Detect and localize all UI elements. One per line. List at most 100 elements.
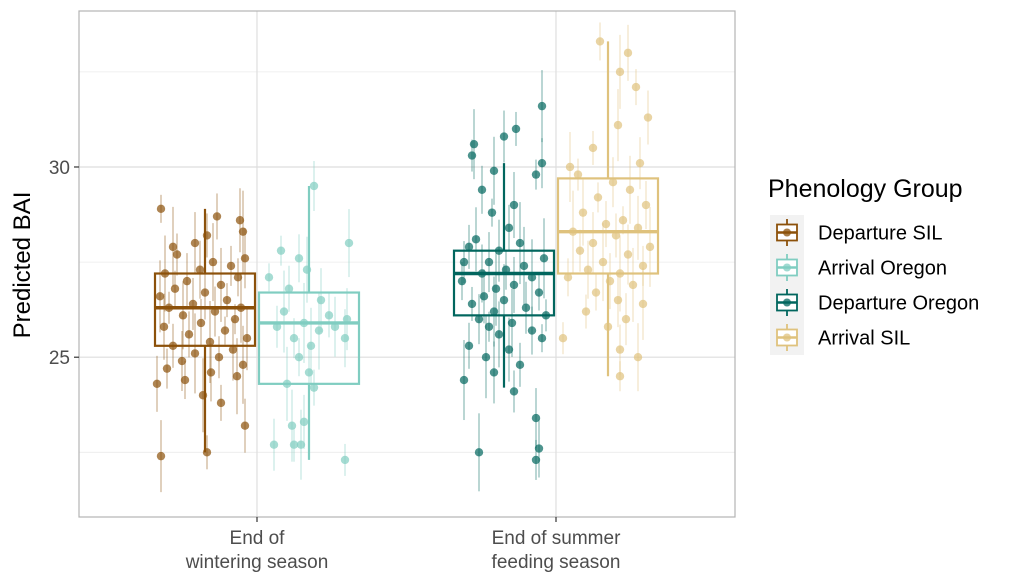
data-point xyxy=(608,178,618,187)
data-point xyxy=(467,151,477,160)
data-point xyxy=(289,440,299,449)
data-point xyxy=(294,353,304,362)
data-point xyxy=(643,113,653,122)
data-point xyxy=(279,307,289,316)
data-point xyxy=(558,333,568,343)
data-point xyxy=(563,273,573,282)
data-point xyxy=(159,322,169,331)
data-point xyxy=(330,322,340,331)
data-point xyxy=(635,158,645,168)
data-point xyxy=(504,345,514,354)
series-points-arrival-sil xyxy=(558,22,655,392)
data-point xyxy=(314,326,324,335)
data-point xyxy=(515,238,525,248)
data-point xyxy=(464,242,474,252)
data-point xyxy=(601,219,611,229)
data-point xyxy=(471,235,481,244)
box-departure-sil xyxy=(153,208,257,453)
grid-lines xyxy=(79,11,735,517)
data-point xyxy=(509,387,519,396)
data-point xyxy=(578,208,588,217)
data-point xyxy=(509,280,519,290)
data-point xyxy=(595,37,605,46)
legend-entry-departure-sil: Departure SIL xyxy=(770,215,943,250)
data-point xyxy=(623,48,633,58)
data-point xyxy=(515,360,525,370)
data-point xyxy=(464,341,474,350)
data-point xyxy=(539,254,549,263)
data-point xyxy=(588,238,598,248)
data-point xyxy=(531,170,541,179)
data-point xyxy=(306,341,316,350)
data-point xyxy=(242,333,252,343)
series-points-departure-sil xyxy=(152,188,252,493)
data-point xyxy=(499,132,509,141)
data-point xyxy=(340,333,350,343)
data-point xyxy=(615,67,625,77)
legend-key-point xyxy=(783,228,791,237)
data-point xyxy=(507,318,517,328)
data-point xyxy=(195,265,205,274)
data-point xyxy=(615,345,625,354)
data-point xyxy=(615,372,625,381)
data-point xyxy=(269,440,279,449)
x-tick-label-line: wintering season xyxy=(185,552,329,573)
data-point xyxy=(491,284,501,293)
data-point xyxy=(272,322,282,331)
data-point xyxy=(316,295,326,305)
data-point xyxy=(633,223,643,233)
data-point xyxy=(504,223,514,233)
data-point xyxy=(212,212,222,221)
data-point xyxy=(613,120,623,130)
series-points-arrival-oregon xyxy=(264,161,354,480)
legend: Phenology Group Departure SIL Arrival Ore… xyxy=(768,175,979,355)
data-point xyxy=(469,139,479,149)
data-point xyxy=(205,337,215,347)
data-point xyxy=(230,314,240,324)
data-point xyxy=(235,216,245,225)
legend-title: Phenology Group xyxy=(768,175,963,203)
data-point xyxy=(264,273,274,282)
data-point xyxy=(467,299,477,309)
data-point xyxy=(344,238,354,248)
data-point xyxy=(534,444,544,453)
axes: 25 30 End of wintering season End of summer f… xyxy=(49,158,621,573)
jittered-points xyxy=(152,22,655,493)
legend-entry-departure-oregon: Departure Oregon xyxy=(770,285,979,320)
data-point xyxy=(487,208,497,217)
data-point xyxy=(200,288,210,297)
data-point xyxy=(484,322,494,331)
boxes xyxy=(153,41,660,460)
data-point xyxy=(296,440,306,449)
x-tick-label: End of wintering season xyxy=(185,528,329,573)
data-point xyxy=(156,451,166,461)
data-point xyxy=(294,254,304,263)
data-point xyxy=(206,368,216,377)
data-point xyxy=(188,299,198,309)
data-point xyxy=(645,242,655,252)
data-point xyxy=(494,330,504,339)
data-point xyxy=(222,295,232,305)
data-point xyxy=(489,166,499,175)
data-point xyxy=(511,124,521,134)
data-point xyxy=(521,303,531,312)
data-point xyxy=(289,333,299,343)
data-point xyxy=(631,82,641,92)
data-point xyxy=(474,448,484,457)
data-point xyxy=(182,276,192,286)
data-point xyxy=(531,455,541,465)
data-point xyxy=(228,345,238,354)
data-point xyxy=(309,181,319,191)
data-point xyxy=(477,185,487,195)
legend-entry-arrival-sil: Arrival SIL xyxy=(770,320,910,355)
data-point xyxy=(238,227,248,236)
data-point xyxy=(611,231,621,240)
data-point xyxy=(216,280,226,290)
legend-label: Arrival Oregon xyxy=(818,258,947,280)
data-point xyxy=(170,284,180,293)
box-body xyxy=(257,291,361,385)
data-point xyxy=(240,421,250,430)
data-point xyxy=(573,170,583,179)
box-body xyxy=(556,177,660,275)
data-point xyxy=(618,216,628,225)
